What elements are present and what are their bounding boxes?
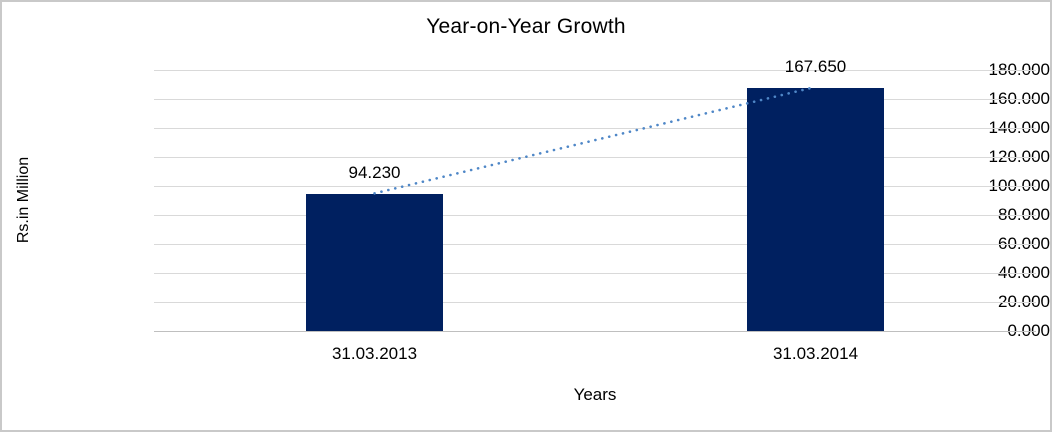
bar-31.03.2014 <box>747 87 884 331</box>
y-tick-label: 140.000 <box>988 118 1050 137</box>
gridline <box>154 302 1036 303</box>
y-tick-label: 40.000 <box>998 263 1050 282</box>
x-tick-label-31.03.2014: 31.03.2014 <box>772 344 859 363</box>
gridline <box>154 186 1036 187</box>
y-axis-title-text: Rs.in Million <box>15 156 32 244</box>
chart-title: Year-on-Year Growth <box>426 15 626 38</box>
y-tick-label: 100.000 <box>988 176 1050 195</box>
y-tick-label: 180.000 <box>988 60 1050 79</box>
y-tick-label: 20.000 <box>998 292 1050 311</box>
trendline <box>373 85 817 195</box>
gridline <box>154 128 1036 129</box>
x-axis-line <box>154 331 1036 332</box>
y-tick-label: 0.000 <box>1007 321 1050 340</box>
plot-area: 94.230 167.650 <box>154 57 1036 332</box>
x-tick-label-31.03.2013: 31.03.2013 <box>331 344 418 363</box>
y-tick-label: 120.000 <box>988 147 1050 166</box>
y-tick-label: 60.000 <box>998 234 1050 253</box>
gridline <box>154 157 1036 158</box>
y-tick-label: 160.000 <box>988 89 1050 108</box>
gridline <box>154 70 1036 71</box>
gridline <box>154 99 1036 100</box>
gridline <box>154 215 1036 216</box>
data-label-31.03.2014: 167.650 <box>784 56 847 76</box>
data-label-31.03.2013: 94.230 <box>348 163 401 183</box>
bar-31.03.2013 <box>306 194 443 331</box>
gridline <box>154 244 1036 245</box>
gridline <box>154 273 1036 274</box>
x-axis-title: Years <box>573 385 617 404</box>
y-tick-label: 80.000 <box>998 205 1050 224</box>
